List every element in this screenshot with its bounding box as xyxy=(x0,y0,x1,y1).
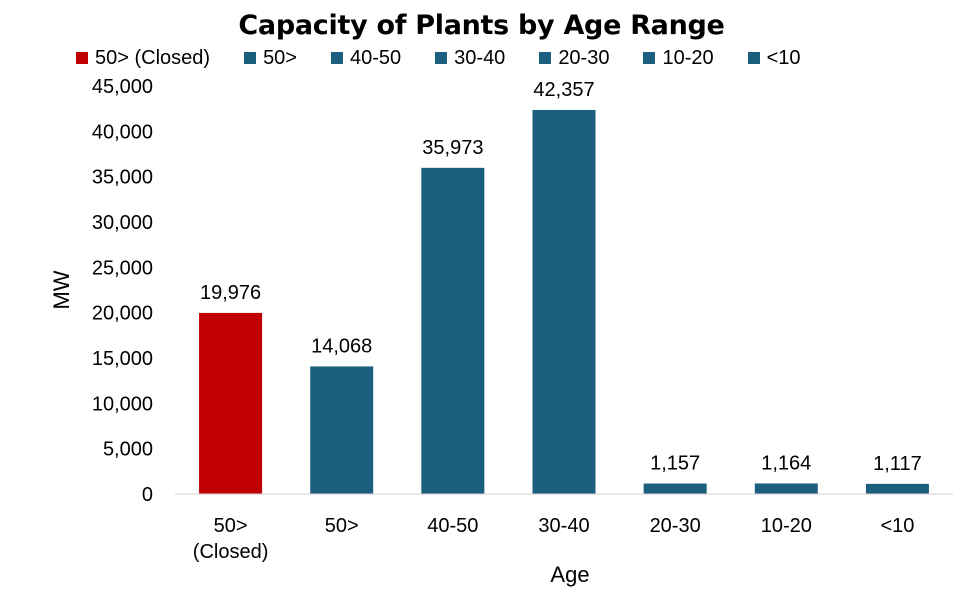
x-tick-label: 50> xyxy=(325,515,359,537)
y-tick-label: 15,000 xyxy=(92,348,153,370)
legend-label: 50> (Closed) xyxy=(95,46,211,69)
legend-swatch xyxy=(244,52,257,64)
x-tick-label: 30-40 xyxy=(538,515,589,537)
data-label: 1,117 xyxy=(873,453,922,475)
bar xyxy=(865,483,929,494)
legend-label: 10-20 xyxy=(662,46,714,69)
chart-title: Capacity of Plants by Age Range xyxy=(238,10,725,41)
bar xyxy=(532,109,596,495)
y-tick-label: 5,000 xyxy=(103,439,153,461)
legend-swatch xyxy=(435,52,448,64)
bar xyxy=(199,312,263,494)
x-tick-label: <10 xyxy=(880,515,914,537)
x-tick-label: 50> xyxy=(214,515,248,537)
y-tick-label: 0 xyxy=(142,484,153,506)
y-axis-label: MW xyxy=(49,270,74,309)
legend-label: 40-50 xyxy=(350,46,402,69)
data-label: 14,068 xyxy=(311,335,372,357)
data-label: 19,976 xyxy=(200,282,261,304)
legend-label: 30-40 xyxy=(454,46,506,69)
x-tick-label: 10-20 xyxy=(761,515,812,537)
legend-item: <10 xyxy=(747,46,801,70)
y-tick-label: 10,000 xyxy=(92,393,153,415)
y-tick-label: 25,000 xyxy=(92,257,153,279)
legend-swatch xyxy=(539,52,552,64)
x-tick-label: (Closed) xyxy=(193,541,269,563)
y-tick-label: 40,000 xyxy=(92,121,153,143)
legend-label: 20-30 xyxy=(558,46,610,69)
legend-item: 20-30 xyxy=(539,47,609,70)
x-tick-label: 20-30 xyxy=(650,515,701,537)
bar xyxy=(754,483,818,494)
data-label: 42,357 xyxy=(533,79,594,101)
legend-swatch xyxy=(643,52,656,64)
y-tick-label: 20,000 xyxy=(92,303,153,325)
bar xyxy=(310,366,374,494)
data-label: 35,973 xyxy=(422,137,483,159)
legend-label: 50> xyxy=(263,46,297,69)
legend-label: <10 xyxy=(766,46,801,69)
legend-swatch xyxy=(331,52,343,64)
legend-item: 40-50 xyxy=(331,47,401,70)
legend-swatch xyxy=(76,52,88,64)
bar xyxy=(421,167,485,495)
data-label: 1,157 xyxy=(650,453,700,475)
y-tick-label: 45,000 xyxy=(92,76,153,98)
legend-item: 50> (Closed) xyxy=(76,47,210,70)
legend-swatch xyxy=(747,52,760,64)
y-tick-label: 30,000 xyxy=(92,212,153,234)
legend-item: 10-20 xyxy=(643,46,714,70)
data-label: 1,164 xyxy=(761,452,811,474)
legend-item: 50> xyxy=(244,47,297,70)
y-tick-label: 35,000 xyxy=(92,167,153,189)
x-axis-label: Age xyxy=(550,562,589,587)
bar xyxy=(643,483,707,494)
legend-item: 30-40 xyxy=(435,47,505,70)
x-tick-label: 40-50 xyxy=(427,515,478,537)
chart-legend: 50> (Closed) 50> 40-50 30-40 20-30 10-20 <10 xyxy=(76,46,801,70)
